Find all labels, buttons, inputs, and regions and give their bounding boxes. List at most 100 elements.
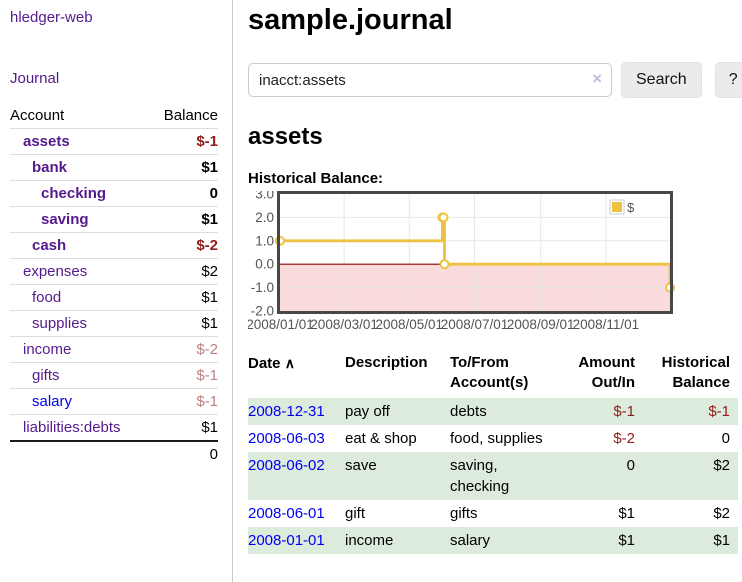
x-axis-tick-label: 2008/09/01 [507, 317, 575, 332]
account-row: expenses $2 [10, 258, 218, 285]
table-row: 2008-01-01 income salary $1 $1 [248, 527, 738, 554]
search-input[interactable] [248, 63, 612, 97]
main-content: sample.journal × Search ? assets Histori… [233, 0, 742, 582]
account-balance: $-1 [149, 388, 218, 415]
account-link-cash[interactable]: cash [32, 237, 67, 254]
sidebar-item-journal[interactable]: Journal [10, 70, 60, 87]
account-balance: $-1 [149, 128, 218, 155]
account-balance: $1 [149, 310, 218, 337]
account-link-gifts[interactable]: gifts [32, 367, 60, 384]
account-link-expenses[interactable]: expenses [23, 263, 88, 280]
search-button[interactable]: Search [621, 62, 702, 98]
register-table: Date ∧ Description To/From Account(s) Am… [248, 349, 738, 554]
x-axis-tick-label: 2008/01/01 [248, 317, 314, 332]
transaction-amount-cell: $1 [618, 532, 635, 549]
account-balance-table: Account Balance assets $-1 bank $1 checking 0… [10, 103, 218, 467]
account-link-salary[interactable]: salary [32, 393, 73, 410]
account-link-food[interactable]: food [32, 289, 62, 306]
help-button[interactable]: ? [714, 62, 742, 98]
description-column-header: Description [345, 354, 428, 371]
transaction-date-link[interactable]: 2008-06-01 [248, 505, 325, 522]
account-link-supplies[interactable]: supplies [32, 315, 88, 332]
transaction-date-cell: 2008-12-31 [248, 398, 345, 425]
account-link-income[interactable]: income [23, 341, 72, 358]
account-column-header: Account [10, 107, 65, 124]
account-row: bank $1 [10, 154, 218, 181]
account-row: cash $-2 [10, 232, 218, 259]
account-row: gifts $-1 [10, 362, 218, 389]
data-point-marker [439, 259, 450, 270]
account-link-checking[interactable]: checking [41, 185, 107, 202]
account-total-row: 0 [10, 440, 218, 467]
transaction-date-cell: 2008-06-03 [248, 425, 345, 452]
y-axis-tick-label: -2.0 [251, 304, 274, 319]
account-link-assets[interactable]: assets [23, 133, 70, 150]
table-row: 2008-06-01 gift gifts $1 $2 [248, 500, 738, 527]
table-row: 2008-06-02 save saving, checking 0 $2 [248, 452, 738, 500]
transaction-accounts-cell: salary [450, 532, 491, 549]
transaction-accounts-cell: saving, checking [450, 457, 510, 495]
chart-label: Historical Balance: [248, 170, 384, 187]
sort-ascending-icon: ∧ [284, 355, 295, 371]
account-balance: $1 [149, 154, 218, 181]
account-row: saving $1 [10, 206, 218, 233]
transaction-balance-cell: $1 [713, 532, 730, 549]
account-link-bank[interactable]: bank [32, 159, 68, 176]
transaction-date-cell: 2008-06-01 [248, 500, 345, 527]
transaction-date-link[interactable]: 2008-01-01 [248, 532, 325, 549]
search-form: × Search ? [248, 62, 742, 98]
transaction-amount-cell: $-1 [613, 403, 635, 420]
transaction-date-link[interactable]: 2008-06-03 [248, 430, 325, 447]
table-row: 2008-12-31 pay off debts $-1 $-1 [248, 398, 738, 425]
date-column-header[interactable]: Date ∧ [248, 355, 295, 372]
x-axis-tick-label: 2008/11/01 [573, 317, 640, 332]
account-balance: $1 [149, 284, 218, 311]
app-title-link[interactable]: hledger-web [10, 9, 93, 26]
account-heading: assets [248, 123, 323, 150]
y-axis-tick-label: 1.0 [255, 233, 274, 248]
account-row: assets $-1 [10, 128, 218, 155]
search-input-wrap: × [248, 63, 612, 97]
transaction-amount-cell: $1 [618, 505, 635, 522]
y-axis-tick-label: 3.0 [255, 191, 274, 202]
transaction-amount-cell: 0 [626, 457, 635, 474]
clear-search-icon[interactable]: × [592, 69, 602, 88]
account-balance: 0 [149, 180, 218, 207]
account-table-header: Account Balance [10, 103, 218, 129]
y-axis-tick-label: 0.0 [255, 257, 274, 272]
legend-label: $ [627, 200, 635, 215]
account-link-liabilities-debts[interactable]: liabilities:debts [23, 419, 121, 436]
transaction-date-link[interactable]: 2008-06-02 [248, 457, 325, 474]
transaction-balance-cell: $2 [713, 457, 730, 474]
account-balance: $-2 [149, 232, 218, 259]
amount-column-header: Amount Out/In [578, 354, 635, 391]
data-point-marker [438, 212, 449, 223]
x-axis-tick-label: 2008/07/01 [441, 317, 509, 332]
historical-balance-chart: $3.0 2.0 1.0 0.0 -1.0 -2.02008/01/012008/03/0… [248, 191, 675, 332]
account-link-saving[interactable]: saving [41, 211, 89, 228]
sidebar: hledger-web Journal Account Balance asse… [0, 0, 233, 582]
transaction-description-cell: income [345, 532, 394, 549]
account-balance: $-2 [149, 336, 218, 363]
account-balance: $-1 [149, 362, 218, 389]
transaction-description-cell: gift [345, 505, 366, 522]
account-row: supplies $1 [10, 310, 218, 337]
transaction-accounts-cell: food, supplies [450, 430, 543, 447]
register-table-header: Date ∧ Description To/From Account(s) Am… [248, 349, 738, 398]
transaction-amount-cell: $-2 [613, 430, 635, 447]
table-row: 2008-06-03 eat & shop food, supplies $-2 0 [248, 425, 738, 452]
legend-color-swatch [612, 202, 622, 212]
transaction-balance-cell: $-1 [708, 403, 730, 420]
account-balance: $1 [149, 206, 218, 233]
account-row: liabilities:debts $1 [10, 414, 218, 441]
y-axis-tick-label: 2.0 [255, 210, 274, 225]
total-balance: 0 [149, 440, 218, 467]
transaction-accounts-cell: debts [450, 403, 487, 420]
balance-column-header: Historical Balance [661, 354, 730, 391]
transaction-balance-cell: $2 [713, 505, 730, 522]
balance-column-header: Balance [163, 107, 218, 124]
account-balance: $1 [149, 414, 218, 441]
transaction-date-link[interactable]: 2008-12-31 [248, 403, 325, 420]
account-row: salary $-1 [10, 388, 218, 415]
transaction-balance-cell: 0 [721, 430, 730, 447]
